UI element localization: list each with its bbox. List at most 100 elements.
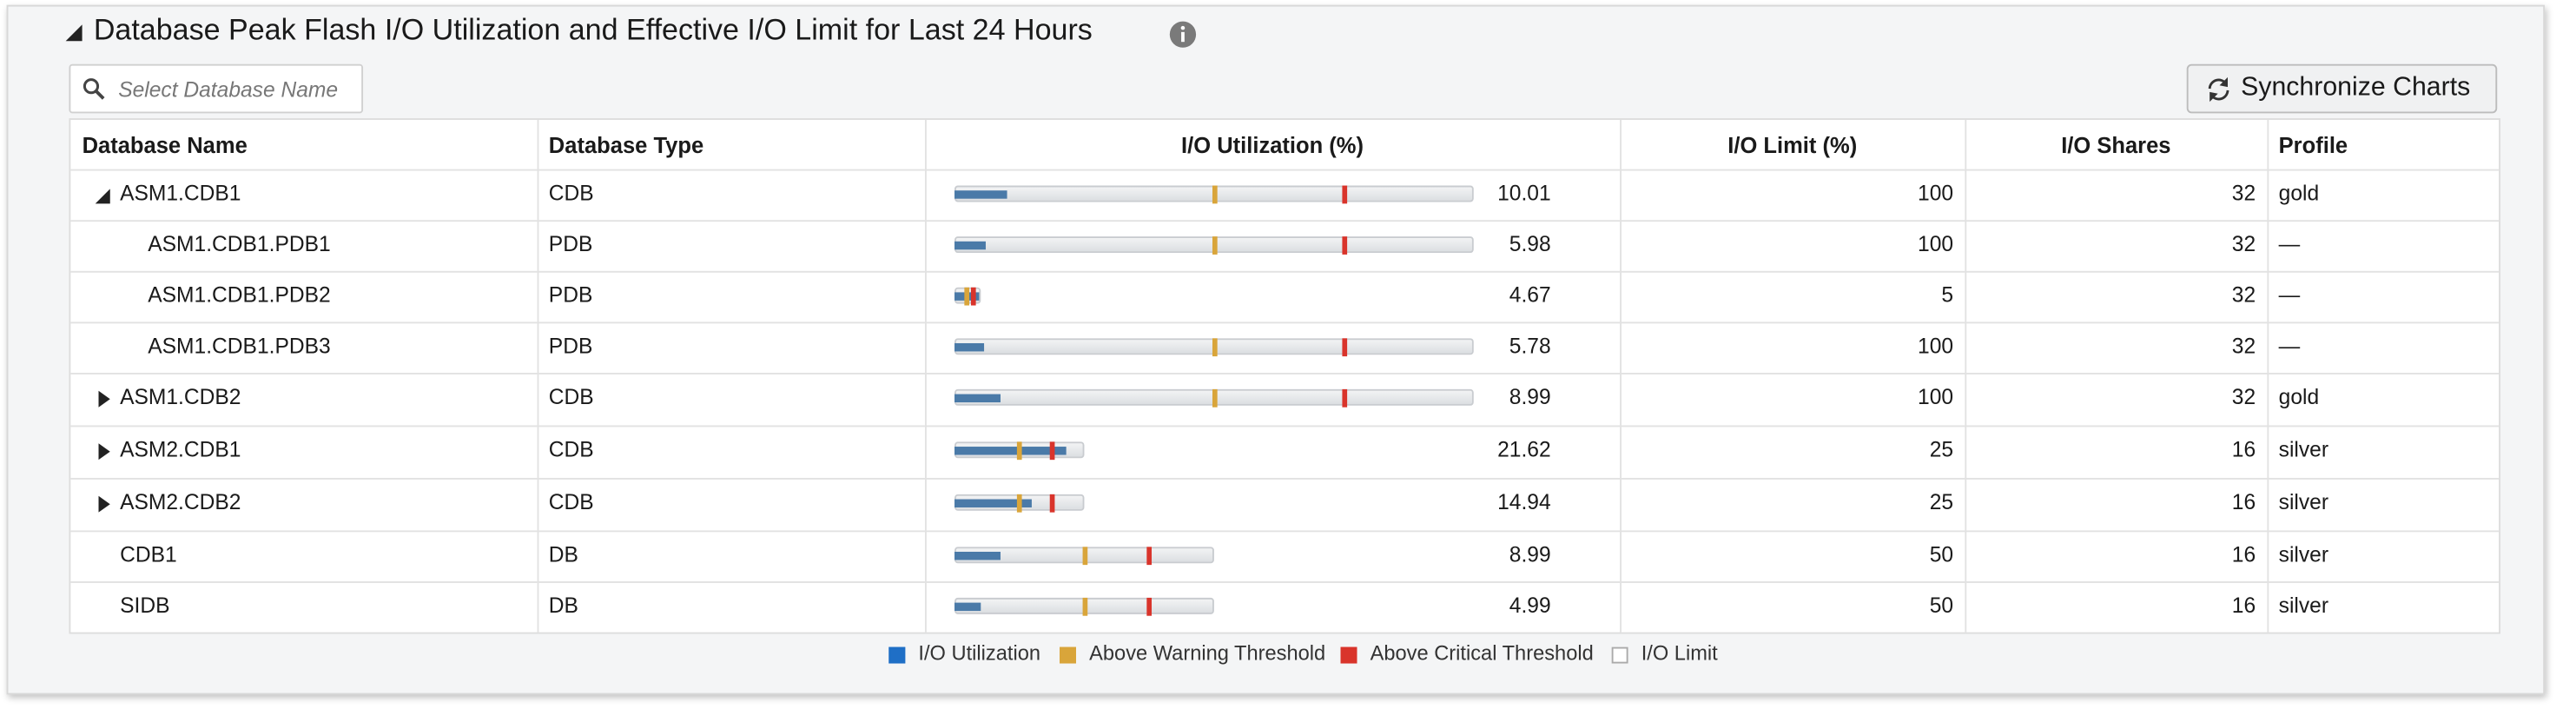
io-utilization-value: 5.78 — [1509, 333, 1551, 358]
row-divider — [70, 477, 2500, 480]
critical-marker — [1049, 441, 1054, 460]
row-expander[interactable] — [94, 184, 114, 204]
io-utilization-value: 4.99 — [1509, 593, 1551, 618]
io-shares-value: 32 — [2231, 333, 2256, 358]
io-utilization-bar — [954, 551, 1001, 560]
io-utilization-bar — [954, 601, 981, 611]
database-name: SIDB — [120, 593, 170, 618]
critical-marker — [1341, 184, 1347, 203]
row-divider — [70, 581, 2500, 583]
database-name: ASM2.CDB2 — [120, 489, 241, 514]
row-expander[interactable] — [94, 493, 114, 513]
column-divider — [537, 119, 539, 633]
sync-button[interactable]: Synchronize Charts — [2186, 63, 2498, 114]
io-limit-value: 100 — [1918, 231, 1954, 256]
warning-marker — [1212, 388, 1217, 407]
row-divider — [70, 169, 2500, 171]
panel-title: Database Peak Flash I/O Utilization and … — [93, 13, 1093, 46]
profile: gold — [2278, 384, 2320, 409]
io-utilization-bar — [954, 393, 1001, 402]
legend-swatch — [1611, 646, 1628, 664]
io-shares-value: 32 — [2231, 282, 2256, 308]
column-divider — [2267, 119, 2269, 633]
column-header[interactable]: Database Name — [82, 133, 248, 158]
database-type: CDB — [548, 384, 594, 409]
profile: silver — [2278, 489, 2329, 514]
legend-label[interactable]: I/O Limit — [1641, 641, 1718, 666]
row-divider — [70, 220, 2500, 222]
table: Database Name Database Type I/O Utilizatio… — [69, 118, 2501, 634]
column-header[interactable]: Profile — [2278, 133, 2348, 158]
row-divider — [70, 425, 2500, 428]
io-limit-value: 50 — [1929, 593, 1954, 618]
io-utilization-bar — [954, 498, 1033, 507]
io-utilization-bar — [954, 446, 1067, 454]
row-divider — [70, 270, 2500, 273]
database-type: PDB — [548, 333, 593, 358]
column-header[interactable]: I/O Limit (%) — [1727, 133, 1858, 158]
database-name: CDB1 — [120, 541, 177, 567]
warning-marker — [1212, 184, 1217, 203]
io-utilization-value: 8.99 — [1509, 384, 1551, 409]
warning-marker — [1212, 235, 1217, 254]
io-limit-value: 25 — [1929, 489, 1954, 514]
database-type: PDB — [548, 282, 593, 308]
column-divider — [1620, 119, 1622, 633]
io-limit-value: 5 — [1941, 282, 1954, 308]
column-header[interactable]: Database Type — [548, 133, 704, 158]
column-header[interactable]: I/O Shares — [2061, 133, 2171, 158]
warning-marker — [1081, 546, 1087, 565]
database-name: ASM1.CDB2 — [120, 384, 241, 409]
profile: gold — [2278, 180, 2320, 206]
io-utilization-bar — [954, 189, 1007, 198]
row-divider — [70, 373, 2500, 375]
collapse-icon[interactable] — [63, 22, 85, 44]
legend-label[interactable]: I/O Utilization — [918, 641, 1041, 666]
legend-swatch — [1340, 646, 1357, 664]
search-placeholder: Select Database Name — [118, 76, 339, 103]
legend-label[interactable]: Above Warning Threshold — [1089, 641, 1326, 666]
critical-marker — [1341, 235, 1347, 254]
io-shares-value: 32 — [2231, 231, 2256, 256]
database-type: DB — [548, 593, 578, 618]
io-shares-value: 32 — [2231, 180, 2256, 206]
io-shares-value: 16 — [2231, 593, 2256, 618]
database-type: PDB — [548, 231, 593, 256]
legend-swatch — [1060, 646, 1076, 664]
database-name: ASM1.CDB1 — [120, 180, 241, 206]
sync-label: Synchronize Charts — [2241, 74, 2471, 103]
io-limit-value: 100 — [1918, 180, 1954, 206]
io-utilization-value: 14.94 — [1497, 489, 1551, 514]
critical-marker — [1341, 388, 1347, 407]
critical-marker — [1146, 596, 1153, 615]
search-box[interactable]: Select Database Name — [69, 63, 364, 114]
io-limit-value: 50 — [1929, 541, 1954, 567]
search-icon — [83, 78, 105, 100]
critical-marker — [1049, 493, 1054, 512]
io-utilization-value: 5.98 — [1509, 231, 1551, 256]
row-expander[interactable] — [94, 388, 114, 408]
io-utilization-value: 10.01 — [1497, 180, 1551, 206]
profile: silver — [2278, 593, 2329, 618]
column-header[interactable]: I/O Utilization (%) — [1181, 133, 1364, 158]
critical-marker — [1341, 337, 1347, 356]
row-divider — [70, 322, 2500, 324]
info-icon[interactable] — [1168, 20, 1198, 50]
io-utilization-bar — [954, 240, 986, 249]
database-name: ASM1.CDB1.PDB3 — [148, 333, 331, 358]
row-expander[interactable] — [94, 440, 114, 461]
io-limit-value: 100 — [1918, 384, 1954, 409]
warning-marker — [1016, 493, 1022, 512]
warning-marker — [1016, 441, 1022, 460]
database-name: ASM1.CDB1.PDB2 — [148, 282, 331, 308]
profile: silver — [2278, 436, 2329, 462]
legend-label[interactable]: Above Critical Threshold — [1370, 641, 1594, 666]
io-utilization-bar — [954, 342, 985, 351]
database-type: CDB — [548, 489, 594, 514]
critical-marker — [1146, 546, 1153, 565]
legend: I/O Utilization Above Warning Threshold Ab… — [0, 640, 2576, 670]
io-utilization-value: 4.67 — [1509, 282, 1551, 308]
profile: — — [2278, 333, 2301, 358]
